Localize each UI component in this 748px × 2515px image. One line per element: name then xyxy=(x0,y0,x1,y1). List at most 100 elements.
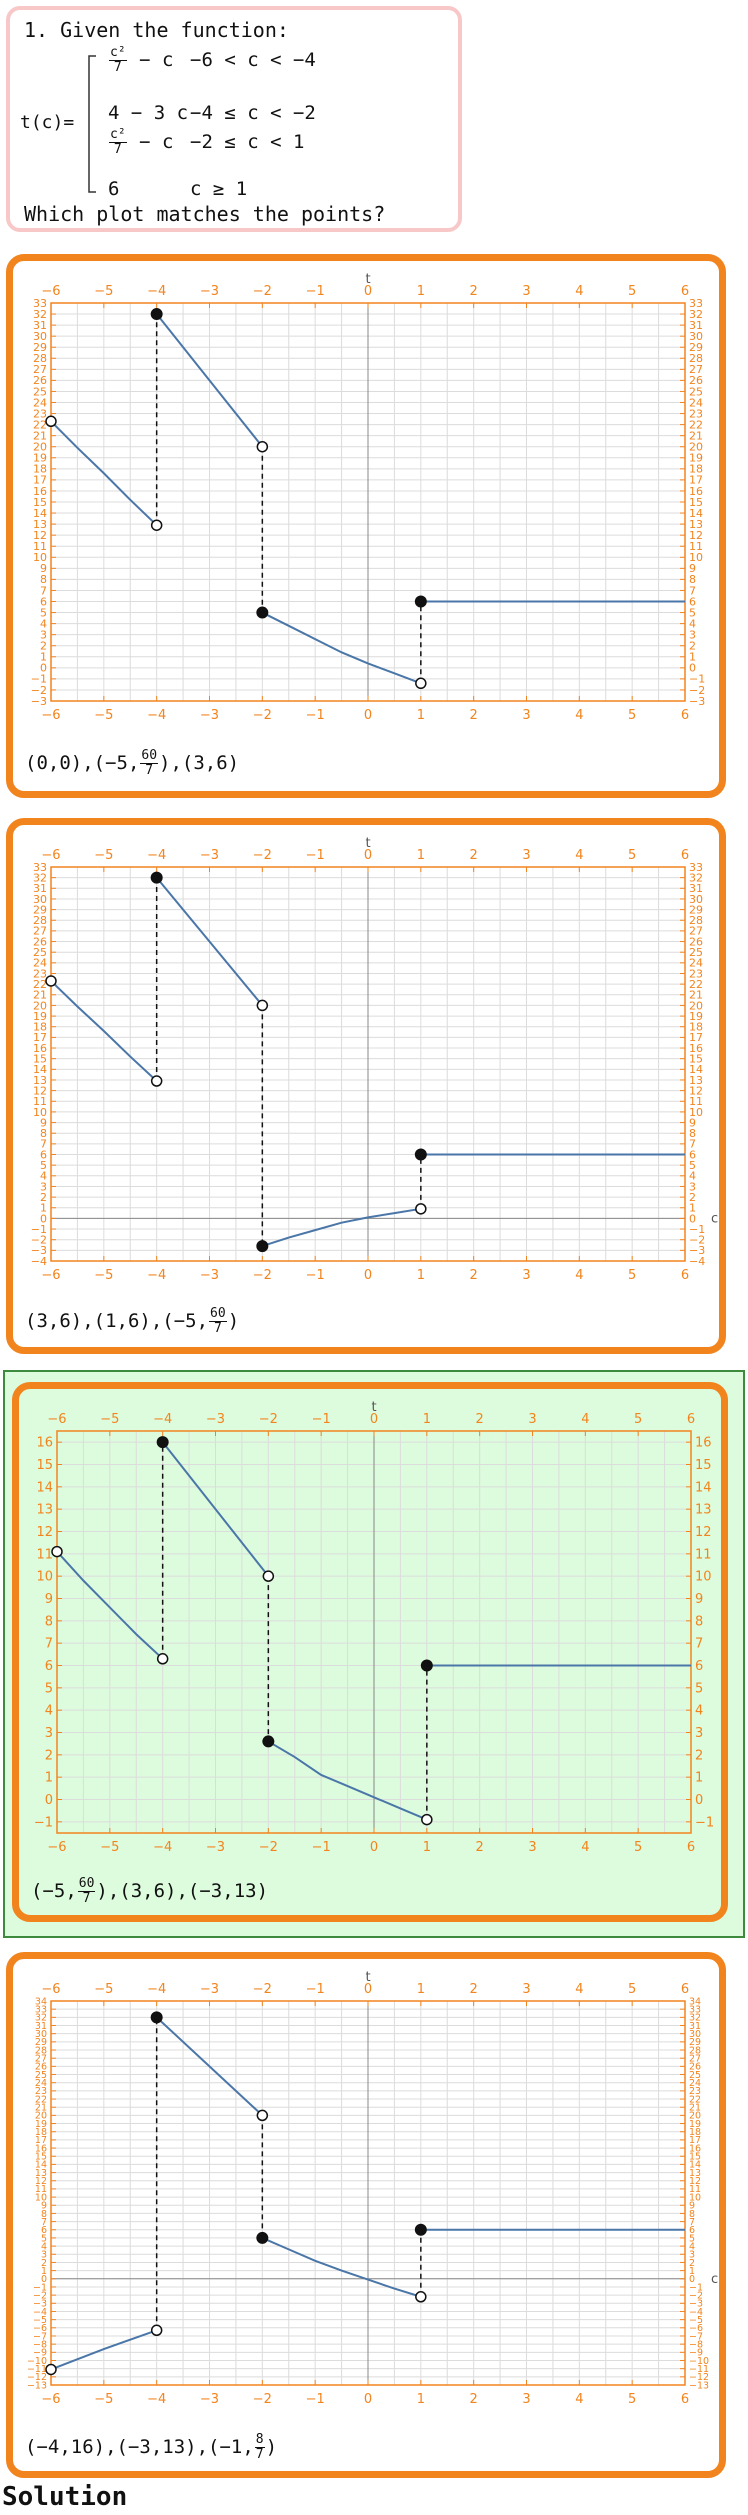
y-tick-label-left: 14 xyxy=(36,1480,53,1495)
y-tick-label-left: 0 xyxy=(40,1212,47,1225)
x-tick-label-top: −3 xyxy=(200,284,219,299)
y-tick-label-right: 2 xyxy=(689,640,696,653)
y-tick-label-right: 31 xyxy=(689,319,703,332)
y-tick-label-right: 23 xyxy=(689,407,703,420)
expression-tail: − c xyxy=(127,131,174,153)
y-tick-label-right: 23 xyxy=(689,967,703,980)
open-point xyxy=(45,975,57,987)
x-tick-label-top: −2 xyxy=(253,284,272,299)
answer-option-2[interactable]: −6 −6 −5 −5 −4 −4 −3 −3 −2 −2 −1 −1 0 0 1 1 2 2 3 3 4 4 5 5 6 6 −4… xyxy=(6,818,726,1354)
y-tick-label-right: −4 xyxy=(689,2307,703,2318)
x-tick-label-top: −5 xyxy=(100,1412,119,1427)
x-tick-label-top: −2 xyxy=(253,848,272,863)
y-tick-label-left: −6 xyxy=(33,2323,47,2334)
y-tick-label-right: 21 xyxy=(689,989,703,1002)
y-tick-label-left: 30 xyxy=(35,2029,47,2040)
y-tick-label-left: 3 xyxy=(41,2250,47,2261)
y-tick-label-left: 4 xyxy=(41,2241,47,2252)
x-tick-label-bottom: −4 xyxy=(153,1840,172,1855)
y-tick-label-left: 5 xyxy=(45,1681,53,1696)
y-tick-label-right: 32 xyxy=(689,2013,701,2024)
option-1-points: (0,0),(−5, 60 7),(3,6) xyxy=(25,749,239,778)
y-tick-label-right: 19 xyxy=(689,1010,703,1023)
y-tick-label-right: 26 xyxy=(689,374,703,387)
open-point xyxy=(415,2291,427,2303)
x-tick-label-top: 6 xyxy=(681,848,689,863)
fraction-numerator: c² xyxy=(109,45,127,61)
y-tick-label-right: 10 xyxy=(689,551,703,564)
x-tick-label-top: −3 xyxy=(200,848,219,863)
x-tick-label-top: −1 xyxy=(312,1412,331,1427)
y-tick-label-right: 21 xyxy=(689,430,703,443)
open-point xyxy=(256,999,269,1012)
y-tick-label-left: 22 xyxy=(35,2094,47,2105)
y-tick-label-right: 14 xyxy=(695,1480,712,1495)
x-tick-label-bottom: −5 xyxy=(100,1840,119,1855)
y-tick-label-right: 1 xyxy=(695,1771,703,1786)
closed-point xyxy=(150,308,163,321)
y-tick-label-right: 11 xyxy=(689,2184,701,2195)
y-tick-label-right: 2 xyxy=(689,2258,695,2269)
points-text: ),(3,6) xyxy=(159,752,240,774)
x-tick-label-bottom: 2 xyxy=(470,2392,478,2407)
x-tick-label-bottom: −3 xyxy=(206,1840,225,1855)
closed-point xyxy=(156,1436,169,1449)
y-tick-label-left: 24 xyxy=(33,957,47,970)
y-tick-label-right: 6 xyxy=(695,1659,703,1674)
y-tick-label-right: 26 xyxy=(689,2062,701,2073)
y-tick-label-right: 31 xyxy=(689,882,703,895)
y-tick-label-right: 1 xyxy=(689,2266,695,2277)
y-tick-label-right: 15 xyxy=(689,2152,701,2163)
y-tick-label-left: 26 xyxy=(33,374,47,387)
y-tick-label-right: 6 xyxy=(689,1148,696,1161)
closed-point xyxy=(150,871,163,884)
y-tick-label-left: 30 xyxy=(33,893,47,906)
y-tick-label-right: 13 xyxy=(689,1074,703,1087)
series-piece xyxy=(155,2016,264,2117)
y-tick-label-right: 0 xyxy=(689,2274,695,2285)
y-tick-label-left: 8 xyxy=(41,2209,47,2220)
y-tick-label-left: 0 xyxy=(40,662,47,675)
y-tick-label-right: 16 xyxy=(689,1042,703,1055)
y-tick-label-left: 18 xyxy=(33,1021,47,1034)
y-tick-label-left: 11 xyxy=(33,540,47,553)
y-tick-label-right: 3 xyxy=(695,1726,703,1741)
case-row: 6 c ≥ 1 xyxy=(108,178,247,200)
fraction-denominator: 7 xyxy=(82,1891,91,1906)
y-tick-label-right: 15 xyxy=(689,496,703,509)
x-axis-label: t xyxy=(371,1400,376,1415)
y-tick-label-right: −3 xyxy=(689,2299,703,2310)
x-tick-label-top: −2 xyxy=(259,1412,278,1427)
y-tick-label-right: 13 xyxy=(689,518,703,531)
y-tick-label-left: 16 xyxy=(33,485,47,498)
y-tick-label-right: 33 xyxy=(689,861,703,874)
open-point xyxy=(256,440,269,453)
fraction: 60 7 xyxy=(140,749,159,778)
y-tick-label-right: 32 xyxy=(689,308,703,321)
y-tick-label-left: 4 xyxy=(40,617,47,630)
answer-option-1[interactable]: −6 −6 −5 −5 −4 −4 −3 −3 −2 −2 −1 −1 0 0 1 1 2 2 3 3 4 4 5 5 6 6 −3… xyxy=(6,254,726,798)
y-tick-label-right: −3 xyxy=(689,695,705,708)
x-tick-label-top: 0 xyxy=(364,284,372,299)
y-tick-label-left: 6 xyxy=(40,595,47,608)
open-point xyxy=(262,1570,275,1582)
x-axis-label: t xyxy=(365,1970,370,1985)
y-tick-label-right: −13 xyxy=(689,2380,709,2391)
y-tick-label-left: 28 xyxy=(33,914,47,927)
y-tick-label-right: 29 xyxy=(689,341,703,354)
y-tick-label-right: −12 xyxy=(689,2372,709,2383)
answer-option-4[interactable]: −6 −6 −5 −5 −4 −4 −3 −3 −2 −2 −1 −1 0 0 1 1 2 2 3 3 4 4 5 5 6 6 −1… xyxy=(6,1952,726,2478)
y-tick-label-left: 25 xyxy=(35,2070,47,2081)
y-tick-label-right: 24 xyxy=(689,957,703,970)
x-tick-label-bottom: 4 xyxy=(575,2392,583,2407)
x-tick-label-bottom: −2 xyxy=(259,1840,278,1855)
x-tick-label-bottom: 3 xyxy=(522,2392,530,2407)
fraction-numerator: c² xyxy=(109,127,127,143)
y-tick-label-right: 22 xyxy=(689,978,703,991)
answer-option-3[interactable]: −6 −6 −5 −5 −4 −4 −3 −3 −2 −2 −1 −1 0 0 1 1 2 2 3 3 4 4 5 5 6 6 −1… xyxy=(12,1382,728,1922)
x-tick-label-top: −4 xyxy=(147,284,166,299)
x-tick-label-top: 2 xyxy=(470,1982,478,1997)
y-tick-label-left: 27 xyxy=(33,363,47,376)
series-piece xyxy=(155,877,264,1007)
y-tick-label-right: 28 xyxy=(689,352,703,365)
